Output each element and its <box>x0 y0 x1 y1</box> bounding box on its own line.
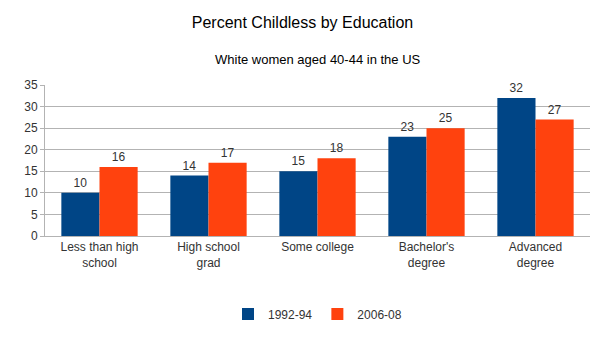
svg-text:10: 10 <box>24 186 38 200</box>
svg-text:35: 35 <box>24 78 38 92</box>
svg-text:15: 15 <box>24 164 38 178</box>
svg-text:30: 30 <box>24 100 38 114</box>
svg-text:Less than highschool: Less than highschool <box>60 240 138 270</box>
svg-text:27: 27 <box>548 103 562 117</box>
svg-text:10: 10 <box>74 176 88 190</box>
svg-text:25: 25 <box>24 121 38 135</box>
svg-text:High schoolgrad: High schoolgrad <box>177 240 240 270</box>
svg-text:14: 14 <box>183 159 197 173</box>
svg-text:1992-94: 1992-94 <box>268 308 312 322</box>
svg-text:Percent Childless by Education: Percent Childless by Education <box>192 14 413 31</box>
svg-text:32: 32 <box>510 81 524 95</box>
svg-text:Some college: Some college <box>281 240 354 254</box>
svg-text:15: 15 <box>292 154 306 168</box>
svg-text:White women aged 40-44 in the: White women aged 40-44 in the US <box>215 52 421 67</box>
svg-text:Advanceddegree: Advanceddegree <box>509 240 562 270</box>
svg-text:18: 18 <box>330 141 344 155</box>
svg-text:25: 25 <box>439 111 453 125</box>
svg-text:17: 17 <box>221 146 235 160</box>
svg-text:Bachelor'sdegree: Bachelor'sdegree <box>399 240 455 270</box>
svg-text:0: 0 <box>31 229 38 243</box>
svg-text:23: 23 <box>401 120 415 134</box>
svg-text:2006-08: 2006-08 <box>357 308 401 322</box>
svg-text:16: 16 <box>112 150 126 164</box>
svg-text:20: 20 <box>24 143 38 157</box>
svg-text:5: 5 <box>31 208 38 222</box>
